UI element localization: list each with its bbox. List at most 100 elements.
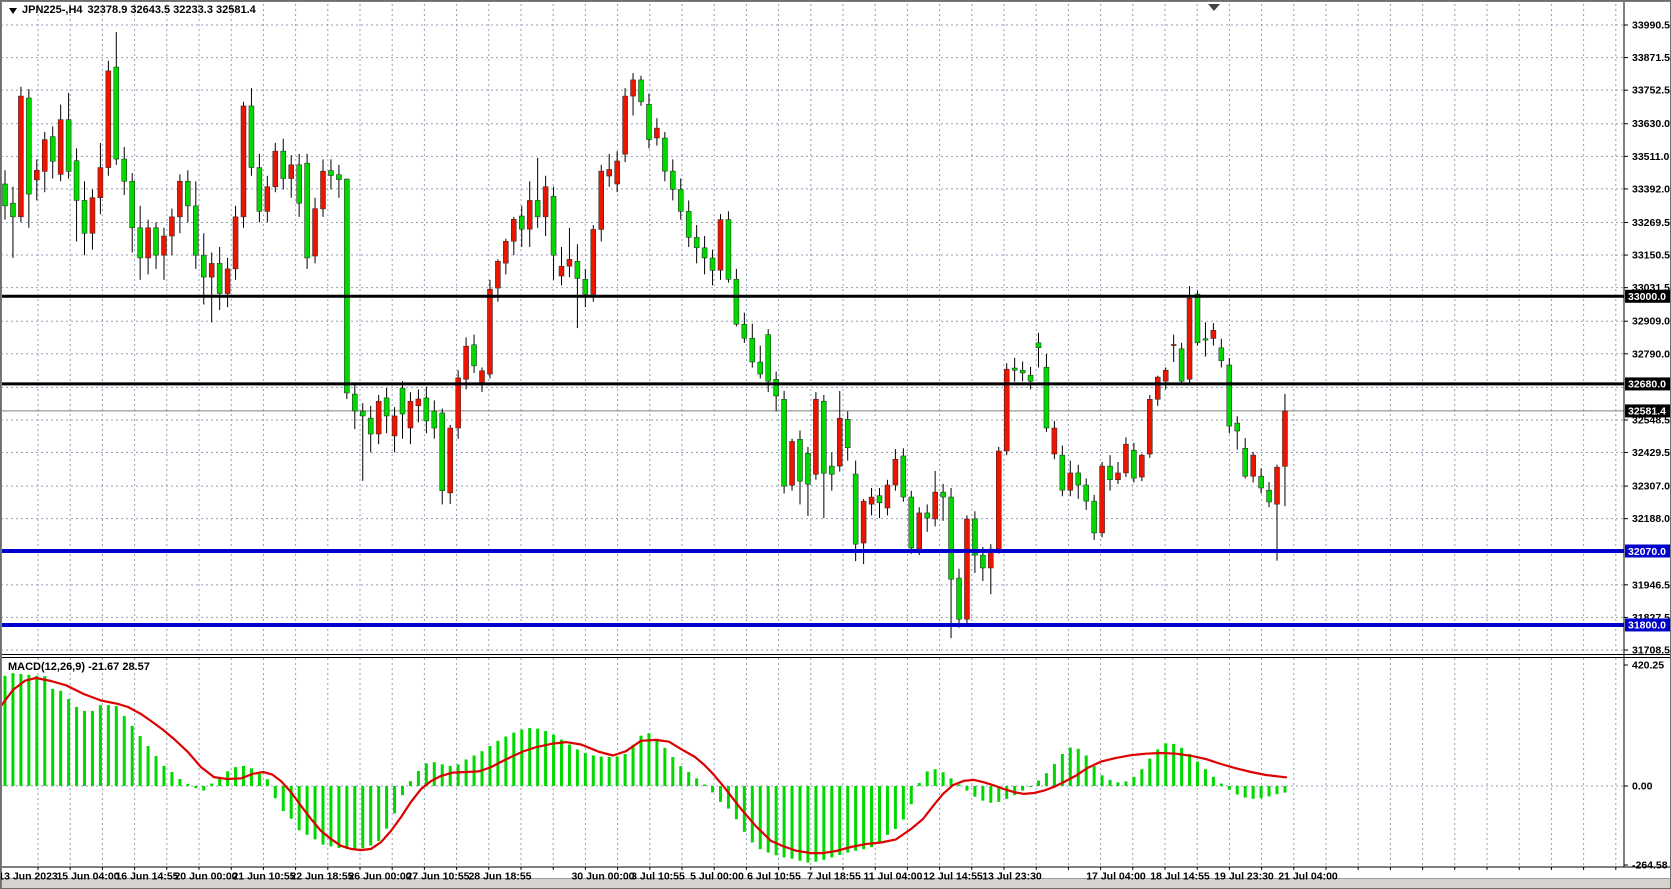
price-axis-label: 32548.5 [1632, 414, 1670, 426]
macd-histogram-bar [1148, 758, 1152, 786]
candle [360, 403, 366, 481]
candle [1027, 366, 1034, 390]
macd-histogram-bar [1227, 786, 1231, 790]
candle [320, 159, 326, 217]
macd-histogram-bar [1021, 786, 1025, 791]
macd-histogram-bar [544, 731, 548, 786]
time-axis-label: 22 Jun 18:55 [290, 871, 353, 883]
macd-histogram-bar [281, 786, 285, 812]
macd-signal-line [1, 676, 1288, 855]
candle [956, 568, 962, 628]
macd-histogram-bar [1092, 766, 1096, 786]
candle [352, 382, 358, 430]
candle [1202, 322, 1209, 357]
candle [1147, 394, 1153, 458]
macd-histogram-bar [385, 786, 389, 829]
candle [399, 381, 406, 439]
candle [701, 236, 708, 275]
macd-histogram-bar [353, 786, 357, 850]
price-axis-label: 33990.5 [1632, 20, 1670, 32]
candle [868, 487, 875, 516]
macd-histogram-bar [528, 728, 532, 786]
candle [1139, 453, 1145, 482]
macd-histogram-bar [321, 786, 325, 845]
macd-histogram-bar [202, 786, 206, 791]
macd-histogram-bar [361, 786, 365, 849]
macd-histogram-bar [520, 729, 524, 786]
candle [1242, 438, 1248, 479]
chart-shift-marker-icon[interactable] [1208, 4, 1220, 11]
macd-histogram-bar [480, 751, 484, 786]
macd-histogram-bar [917, 782, 921, 786]
candle [844, 411, 851, 461]
macd-histogram-bar [814, 786, 818, 862]
macd-histogram-bar [854, 786, 858, 851]
candle [646, 93, 652, 149]
macd-histogram-bar [424, 763, 428, 786]
macd-histogram-bar [742, 786, 746, 832]
macd-histogram-bar [401, 786, 404, 796]
macd-histogram-bar [242, 765, 245, 786]
candle [161, 227, 167, 280]
macd-histogram-bar [313, 786, 317, 840]
candle [542, 175, 549, 237]
candle [741, 312, 748, 343]
candle [455, 370, 461, 439]
macd-histogram-bar [90, 710, 94, 786]
candle [26, 88, 32, 228]
candle [1131, 442, 1137, 483]
macd-histogram-bar [973, 786, 977, 797]
macd-histogram-bar [1267, 786, 1271, 797]
chart-title: JPN225-,H4 32378.9 32643.5 32233.3 32581… [9, 4, 256, 16]
macd-histogram-bar [798, 786, 802, 861]
macd-histogram-bar [893, 786, 897, 830]
candle [725, 211, 732, 283]
candle [121, 147, 127, 195]
candle [693, 225, 700, 264]
macd-histogram-bar [265, 779, 269, 786]
time-axis-label: 19 Jul 23:30 [1214, 871, 1274, 883]
candle [232, 205, 239, 280]
macd-histogram-bar [997, 786, 1001, 802]
candle [129, 173, 135, 253]
macd-histogram-bar [687, 771, 691, 786]
time-axis-label: 13 Jun 2023 [1, 871, 58, 883]
candle [924, 504, 930, 532]
candle [423, 386, 430, 434]
macd-histogram-bar [1116, 782, 1120, 786]
price-axis[interactable]: 33990.5 33871.5 33752.5 33630.0 33511.0 33392… [1624, 20, 1670, 872]
candle [837, 391, 843, 472]
macd-histogram-bar [957, 784, 961, 786]
candle [574, 244, 581, 329]
macd-histogram-bar [1068, 747, 1072, 786]
price-axis-label: 33269.5 [1632, 217, 1670, 229]
candle [932, 471, 938, 527]
macd-histogram-bar [257, 773, 261, 786]
candle [1234, 416, 1240, 450]
candle [487, 279, 493, 379]
candle [765, 329, 771, 393]
candle [471, 334, 477, 373]
candle [1043, 353, 1050, 432]
macd-histogram-bar [289, 786, 293, 819]
candle [1186, 286, 1193, 384]
macd-histogram-bar [369, 786, 373, 846]
macd-histogram-bar [933, 769, 937, 786]
candle [240, 101, 247, 228]
macd-histogram-bar [1172, 743, 1176, 786]
candle [439, 408, 445, 505]
symbol-dropdown-icon[interactable] [9, 7, 17, 14]
candle [590, 225, 597, 302]
candle [57, 104, 64, 182]
price-axis-label: 33871.5 [1632, 52, 1670, 64]
candle [566, 227, 573, 278]
macd-histogram-bar [345, 786, 349, 849]
candle [1019, 361, 1026, 382]
candle [852, 460, 859, 562]
candle [582, 268, 589, 308]
macd-histogram-bar [679, 766, 683, 786]
time-axis-label: 20 Jun 00:00 [174, 871, 237, 883]
candle [1226, 357, 1233, 434]
